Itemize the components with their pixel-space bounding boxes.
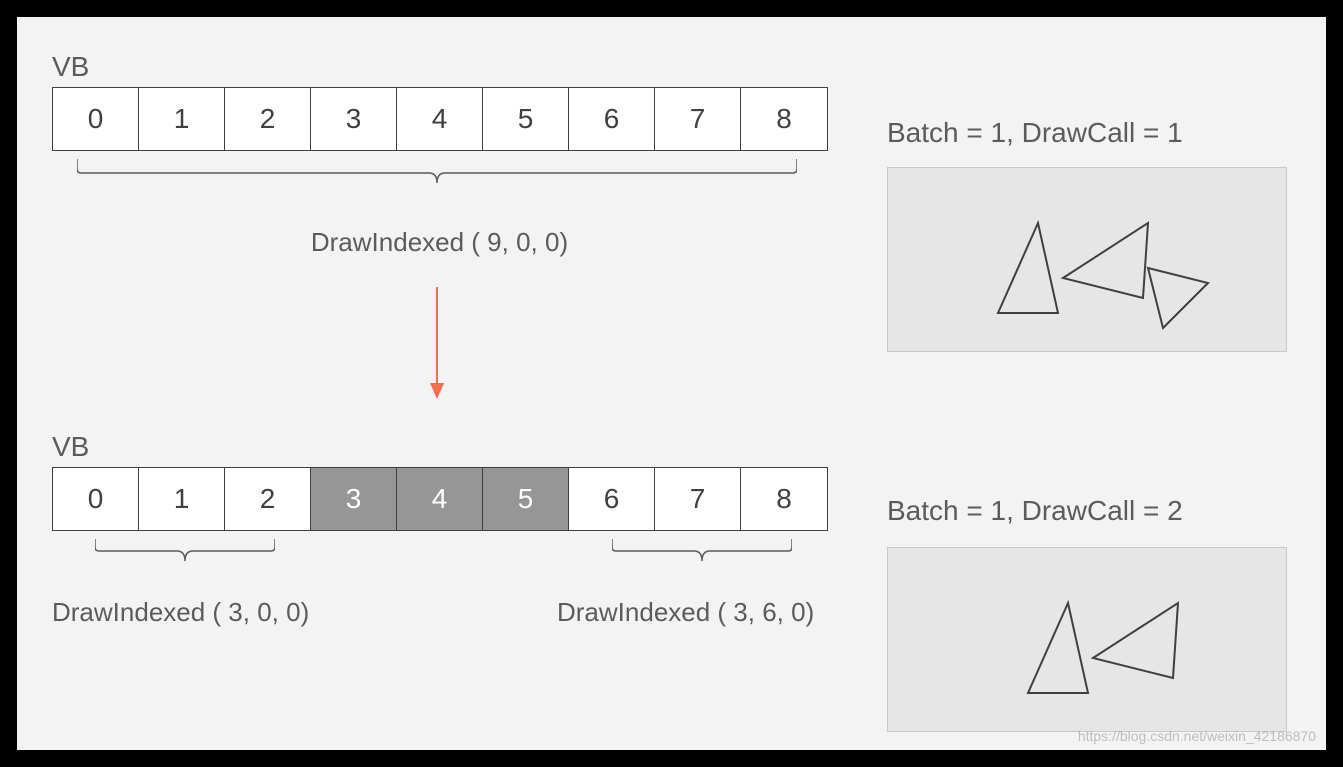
triangle-b1 [1028,603,1088,693]
batch-label-top: Batch = 1, DrawCall = 1 [887,117,1183,149]
vb-row-bottom: 012345678 [52,467,828,531]
triangle-b2 [1093,603,1178,678]
vb-cell: 3 [311,468,397,530]
vb-label-bottom: VB [52,431,89,463]
vb-cell: 8 [741,88,827,150]
watermark: https://blog.csdn.net/weixin_42186870 [1078,728,1316,744]
brace-bottom-right [612,535,792,570]
preview-top [887,167,1287,352]
vb-cell: 6 [569,468,655,530]
vb-cell: 2 [225,468,311,530]
vb-cell: 4 [397,468,483,530]
down-arrow [427,287,447,402]
vb-cell: 4 [397,88,483,150]
vb-cell: 7 [655,88,741,150]
preview-bottom [887,547,1287,732]
vb-row-top: 012345678 [52,87,828,151]
brace-bottom-left [95,535,275,570]
triangle-3 [1148,268,1208,328]
draw-label-top: DrawIndexed ( 9, 0, 0) [52,227,827,258]
brace-top [77,155,797,195]
diagram-canvas: VB 012345678 DrawIndexed ( 9, 0, 0) Batc… [15,15,1328,752]
batch-label-bottom: Batch = 1, DrawCall = 2 [887,495,1183,527]
triangle-2 [1063,223,1148,298]
vb-cell: 1 [139,468,225,530]
vb-cell: 5 [483,468,569,530]
vb-cell: 7 [655,468,741,530]
vb-cell: 0 [53,88,139,150]
vb-label-top: VB [52,51,89,83]
vb-cell: 6 [569,88,655,150]
vb-cell: 0 [53,468,139,530]
triangle-1 [998,223,1058,313]
vb-cell: 2 [225,88,311,150]
vb-cell: 1 [139,88,225,150]
vb-cell: 8 [741,468,827,530]
draw-label-bottom-left: DrawIndexed ( 3, 0, 0) [52,597,309,628]
preview-bottom-svg [888,548,1288,733]
vb-cell: 3 [311,88,397,150]
vb-cell: 5 [483,88,569,150]
preview-top-svg [888,168,1288,353]
draw-label-bottom-right: DrawIndexed ( 3, 6, 0) [557,597,814,628]
